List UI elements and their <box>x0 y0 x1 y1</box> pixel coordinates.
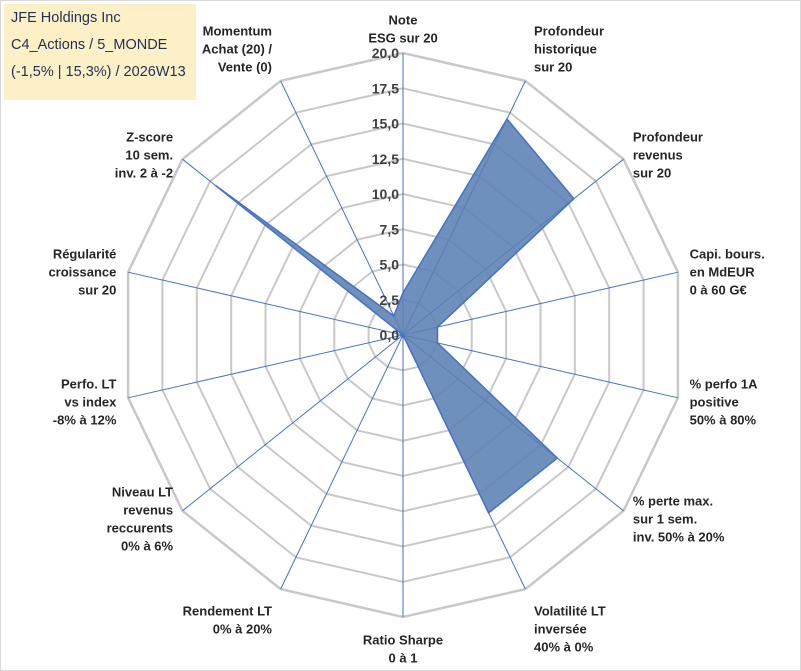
axis-label: Ratio Sharpe 0 à 1 <box>363 633 443 666</box>
axis-label-line: sur 20 <box>78 283 116 298</box>
tick-label: 17,5 <box>372 80 399 96</box>
axis-label: Perfo. LT vs index -8% à 12% <box>53 377 117 428</box>
axis-label-line: 0 à 1 <box>389 651 418 666</box>
axis-label: Z-score 10 sem. inv. 2 à -2 <box>115 129 173 180</box>
axis-label-line: Z-score <box>126 129 173 144</box>
tick-layer: 0,0 2,5 5,0 7,5 10,0 12,5 15,0 17,5 20,0 <box>372 45 399 343</box>
axis-label-line: sur 1 sem. <box>633 512 697 527</box>
axis-label-line: inv. 50% à 20% <box>633 530 725 545</box>
axis-label-line: en MdEUR <box>690 265 756 280</box>
axis-spoke <box>402 334 679 399</box>
axis-spoke <box>402 271 679 336</box>
axis-spoke <box>127 334 404 399</box>
axis-label-line: Profondeur <box>633 129 703 144</box>
axis-label: Régularité croissance sur 20 <box>48 247 116 298</box>
axis-label-line: positive <box>690 395 739 410</box>
axis-label-line: 50% à 80% <box>690 413 757 428</box>
axis-label: Profondeur revenus sur 20 <box>633 129 703 180</box>
axis-label-line: 0% à 6% <box>121 539 173 554</box>
info-box: JFE Holdings Inc C4_Actions / 5_MONDE (-… <box>4 4 196 100</box>
axis-label-line: Achat (20) / <box>202 41 272 56</box>
axis-label-line: sur 20 <box>633 165 671 180</box>
tick-label: 5,0 <box>380 257 400 273</box>
axis-label-line: inv. 2 à -2 <box>115 165 173 180</box>
axis-label-line: 10 sem. <box>125 147 173 162</box>
axis-label: Momentum Achat (20) / Vente (0) <box>202 23 272 74</box>
tick-label: 15,0 <box>372 116 399 132</box>
axis-label-line: inversée <box>534 622 587 637</box>
axis-label-line: revenus <box>633 147 683 162</box>
axis-label-line: 0 à 60 G€ <box>690 283 747 298</box>
tick-label: 2,5 <box>380 292 400 308</box>
axis-label: % perte max. sur 1 sem. inv. 50% à 20% <box>633 494 725 545</box>
company-name: JFE Holdings Inc <box>11 10 121 26</box>
axis-label: Profondeur historique sur 20 <box>534 23 604 74</box>
axis-label-line: 40% à 0% <box>534 640 594 655</box>
tick-label: 0,0 <box>380 327 400 343</box>
axis-label: Capi. bours. en MdEUR 0 à 60 G€ <box>690 247 765 298</box>
axis-label-line: Note <box>389 13 418 28</box>
axis-label: Rendement LT 0% à 20% <box>183 604 273 637</box>
axis-label-line: Volatilité LT <box>534 604 606 619</box>
axis-label-line: Momentum <box>203 23 272 38</box>
axis-label: Niveau LT revenus reccurents 0% à 6% <box>107 485 174 554</box>
axis-spoke <box>182 334 404 512</box>
axis-label-line: Profondeur <box>534 23 604 38</box>
category-label: C4_Actions / 5_MONDE <box>11 37 168 53</box>
axis-label-line: % perte max. <box>633 494 713 509</box>
axis-label-line: reccurents <box>107 521 173 536</box>
axis-label-line: sur 20 <box>534 59 572 74</box>
series-layer <box>215 117 575 515</box>
series-area <box>215 117 575 515</box>
axis-label-line: Perfo. LT <box>61 377 116 392</box>
axis-label-line: historique <box>534 41 597 56</box>
axis-label-line: Régularité <box>53 247 117 262</box>
axis-label: Note ESG sur 20 <box>368 13 437 46</box>
axis-spoke <box>127 271 404 336</box>
axis-label-line: ESG sur 20 <box>368 31 437 46</box>
axis-label-line: Vente (0) <box>218 59 272 74</box>
tick-label: 10,0 <box>372 186 399 202</box>
label-layer: Note ESG sur 20 Profondeur historique sur 20… <box>48 13 764 666</box>
tick-label: 7,5 <box>380 221 400 237</box>
axis-label-line: Ratio Sharpe <box>363 633 443 648</box>
axis-label: Volatilité LT inversée 40% à 0% <box>534 604 606 655</box>
axis-label-line: Niveau LT <box>112 485 173 500</box>
axis-label-line: vs index <box>64 395 117 410</box>
tick-label: 20,0 <box>372 45 399 61</box>
axis-label: % perfo 1A positive 50% à 80% <box>690 377 759 428</box>
performance-label: (-1,5% | 15,3%) / 2026W13 <box>11 64 186 80</box>
axis-spoke <box>280 334 404 590</box>
axis-label-line: 0% à 20% <box>213 622 273 637</box>
axis-label-line: revenus <box>123 503 173 518</box>
axis-spoke <box>280 80 404 336</box>
tick-label: 12,5 <box>372 151 399 167</box>
axis-label-line: Rendement LT <box>183 604 272 619</box>
axis-label-line: -8% à 12% <box>53 413 117 428</box>
axis-label-line: % perfo 1A <box>690 377 759 392</box>
axis-label-line: croissance <box>48 265 116 280</box>
axis-label-line: Capi. bours. <box>690 247 765 262</box>
